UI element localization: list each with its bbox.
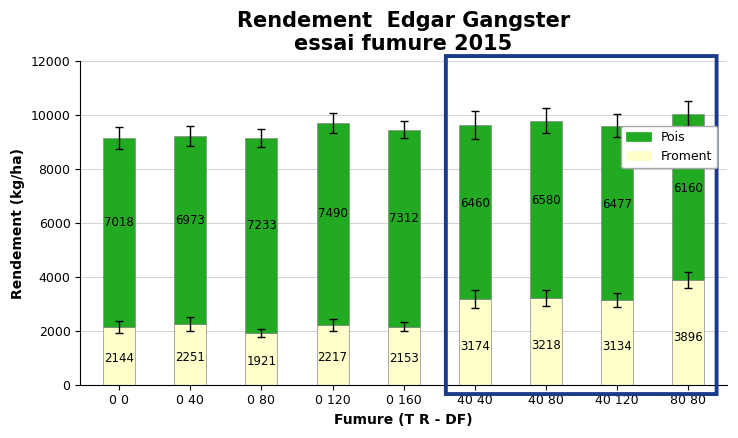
Bar <box>601 300 632 385</box>
Bar <box>317 123 348 325</box>
Text: 1921: 1921 <box>246 355 277 368</box>
Text: 3134: 3134 <box>602 340 632 353</box>
Text: 6160: 6160 <box>673 182 703 195</box>
Bar <box>317 325 348 385</box>
Text: 6580: 6580 <box>531 194 560 207</box>
Legend: Pois, Froment: Pois, Froment <box>621 126 717 168</box>
Y-axis label: Rendement (kg/ha): Rendement (kg/ha) <box>11 148 25 299</box>
Text: 2153: 2153 <box>389 352 418 365</box>
X-axis label: Fumure (T R - DF): Fumure (T R - DF) <box>334 413 473 427</box>
Bar <box>458 125 491 299</box>
Text: 2217: 2217 <box>317 351 348 364</box>
Bar <box>174 324 207 385</box>
Text: 7233: 7233 <box>246 219 276 232</box>
Text: 3896: 3896 <box>673 331 703 344</box>
Text: 2251: 2251 <box>176 351 205 364</box>
Bar <box>672 280 704 385</box>
Bar <box>458 299 491 385</box>
Text: 7018: 7018 <box>105 216 134 230</box>
Bar <box>672 114 704 280</box>
Bar <box>387 130 420 327</box>
Bar <box>246 333 277 385</box>
Bar <box>103 138 135 327</box>
Bar <box>246 138 277 333</box>
Text: 3218: 3218 <box>531 339 561 352</box>
Text: 7312: 7312 <box>389 212 418 225</box>
Bar <box>601 126 632 300</box>
Bar <box>387 327 420 385</box>
Text: 3174: 3174 <box>460 339 489 353</box>
Bar <box>174 136 207 324</box>
Text: 6973: 6973 <box>176 214 205 227</box>
Bar <box>103 327 135 385</box>
Bar <box>530 121 562 298</box>
Title: Rendement  Edgar Gangster
essai fumure 2015: Rendement Edgar Gangster essai fumure 20… <box>237 11 570 54</box>
Text: 6460: 6460 <box>460 197 489 210</box>
Text: 7490: 7490 <box>317 208 348 220</box>
Text: 2144: 2144 <box>104 352 134 365</box>
Bar <box>530 298 562 385</box>
Text: 6477: 6477 <box>601 198 632 211</box>
